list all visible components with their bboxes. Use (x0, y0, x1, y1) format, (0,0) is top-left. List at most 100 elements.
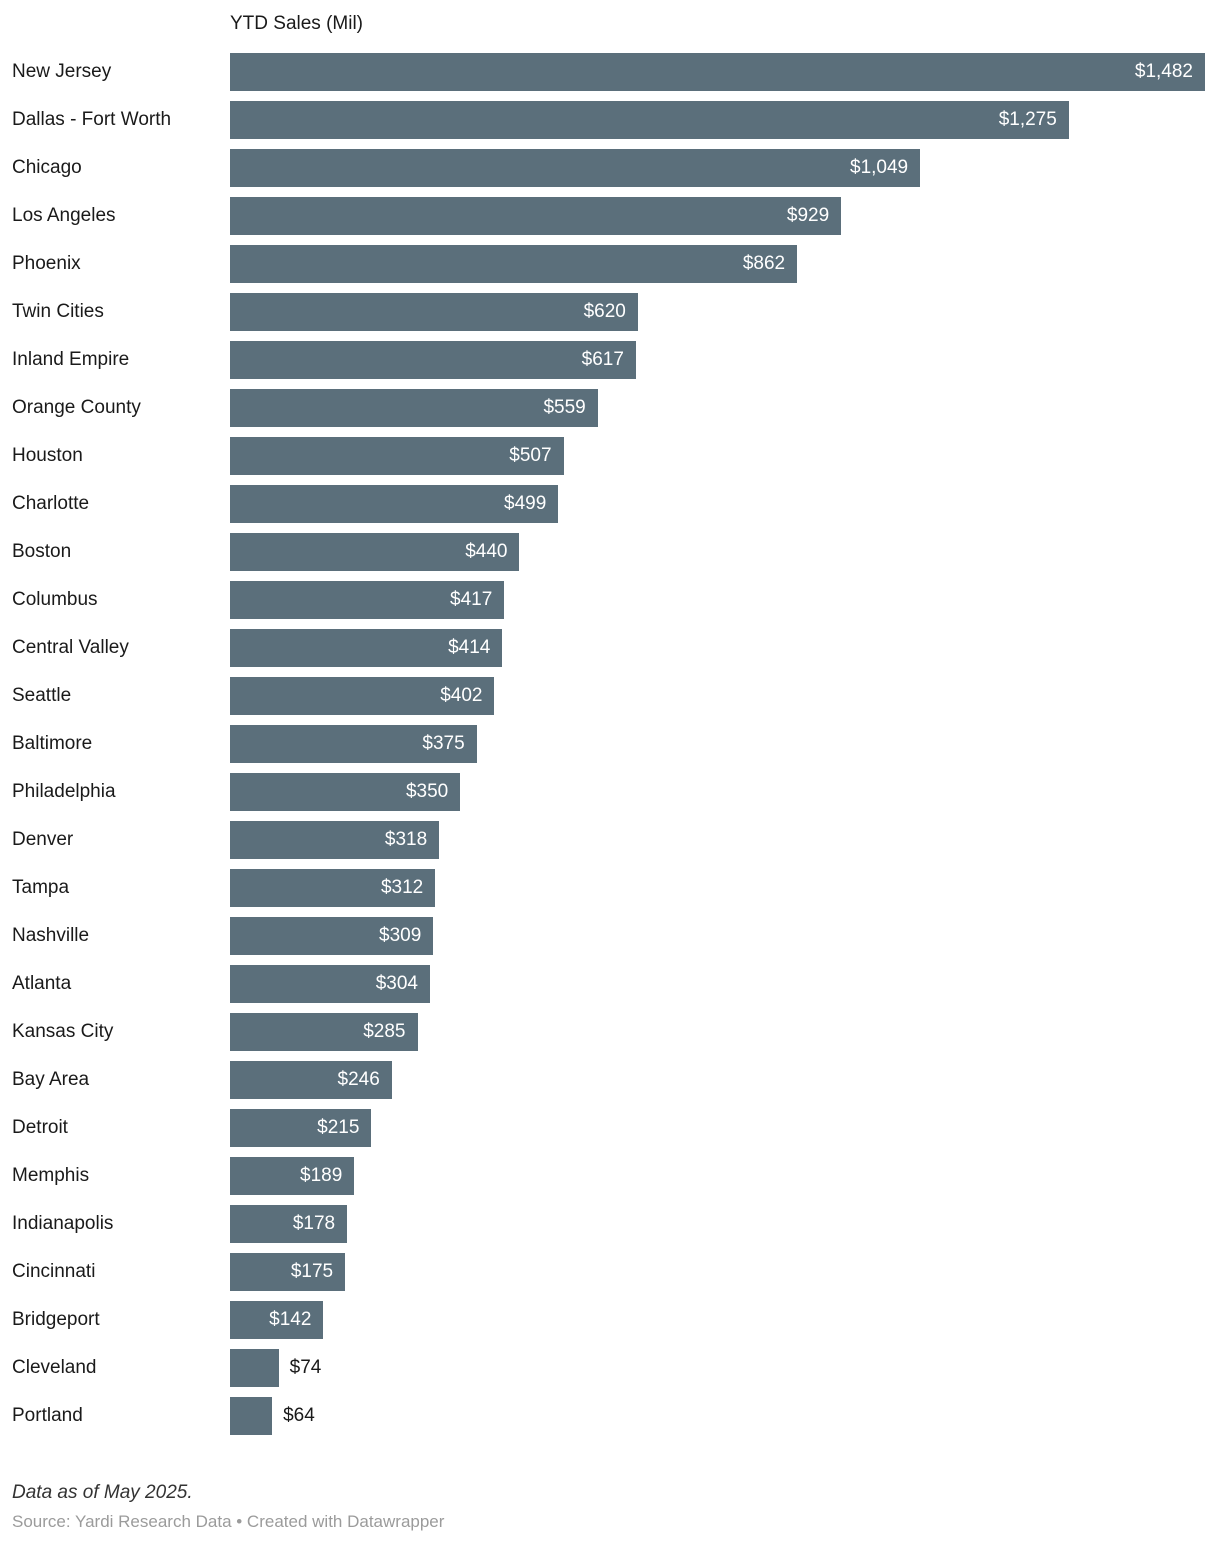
bar-track: $74 (230, 1349, 1205, 1387)
value-label: $318 (384, 829, 428, 850)
value-label: $178 (292, 1213, 336, 1234)
bar-track: $350 (230, 773, 1205, 811)
bar-track: $862 (230, 245, 1205, 283)
category-label: Detroit (12, 1117, 68, 1138)
value-label: $499 (504, 493, 547, 514)
bar-track: $929 (230, 197, 1205, 235)
bar: $862 (230, 245, 798, 283)
category-label: Charlotte (12, 493, 90, 514)
category-label: Inland Empire (12, 349, 130, 370)
bar-track: $402 (230, 677, 1205, 715)
bar: $1,049 (230, 149, 921, 187)
bar-row: Atlanta $304 (12, 960, 1205, 1008)
bar-track: $142 (230, 1301, 1205, 1339)
bar-track: $215 (230, 1109, 1205, 1147)
bar-row: Los Angeles $929 (12, 192, 1205, 240)
bar-track: $1,049 (230, 149, 1205, 187)
category-label: Indianapolis (12, 1213, 114, 1234)
bar: $402 (230, 677, 495, 715)
category-label: Seattle (12, 685, 72, 706)
category-label: Atlanta (12, 973, 72, 994)
value-label: $375 (422, 733, 465, 754)
category-label: Nashville (12, 925, 90, 946)
chart-footer: Data as of May 2025. Source: Yardi Resea… (12, 1482, 1205, 1532)
bar-track: $304 (230, 965, 1205, 1003)
bar: $414 (230, 629, 503, 667)
bar-row: New Jersey $1,482 (12, 48, 1205, 96)
bar-row: Philadelphia $350 (12, 768, 1205, 816)
bar: $620 (230, 293, 638, 331)
bar-row: Bridgeport $142 (12, 1296, 1205, 1344)
bar: $350 (230, 773, 461, 811)
bar: $312 (230, 869, 436, 907)
value-label: $309 (379, 925, 422, 946)
bar: $178 (230, 1205, 348, 1243)
bar: $1,482 (230, 53, 1205, 91)
category-label: Baltimore (12, 733, 93, 754)
value-label: $929 (786, 205, 830, 226)
category-label: Portland (12, 1405, 83, 1426)
value-label: $507 (509, 445, 552, 466)
category-label: Central Valley (12, 637, 129, 658)
bar-track: $559 (230, 389, 1205, 427)
value-label: $215 (317, 1117, 360, 1138)
category-label: Memphis (12, 1165, 90, 1186)
category-label: Orange County (12, 397, 141, 418)
bar-chart: New Jersey $1,482 Dallas - Fort Worth $1,27… (12, 48, 1205, 1440)
value-label: $246 (337, 1069, 380, 1090)
source-attribution: Source: Yardi Research Data • Created wi… (12, 1512, 445, 1531)
bar: $189 (230, 1157, 355, 1195)
category-label: Chicago (12, 157, 82, 178)
chart-title: YTD Sales (Mil) (230, 13, 364, 34)
bar-row: Detroit $215 (12, 1104, 1205, 1152)
bar-track: $507 (230, 437, 1205, 475)
bar: $1,275 (230, 101, 1069, 139)
bar-row: Seattle $402 (12, 672, 1205, 720)
category-label: Cincinnati (12, 1261, 96, 1282)
value-label: $285 (363, 1021, 406, 1042)
bar-track: $440 (230, 533, 1205, 571)
value-label: $414 (448, 637, 491, 658)
value-label: $1,482 (1134, 61, 1193, 82)
bar: $929 (230, 197, 842, 235)
bar-row: Houston $507 (12, 432, 1205, 480)
bar-row: Inland Empire $617 (12, 336, 1205, 384)
bar (230, 1349, 279, 1387)
category-label: Columbus (12, 589, 98, 610)
bar-track: $178 (230, 1205, 1205, 1243)
category-label: Phoenix (12, 253, 81, 274)
bar-row: Baltimore $375 (12, 720, 1205, 768)
value-label: $64 (283, 1405, 315, 1426)
bar-row: Columbus $417 (12, 576, 1205, 624)
bar: $417 (230, 581, 505, 619)
bar-track: $175 (230, 1253, 1205, 1291)
bar-track: $1,275 (230, 101, 1205, 139)
bar: $309 (230, 917, 434, 955)
bar-row: Charlotte $499 (12, 480, 1205, 528)
value-label: $312 (380, 877, 424, 898)
bar-row: Portland $64 (12, 1392, 1205, 1440)
bar-track: $285 (230, 1013, 1205, 1051)
bar-track: $499 (230, 485, 1205, 523)
bar: $375 (230, 725, 477, 763)
value-label: $1,275 (998, 109, 1057, 130)
bar-row: Memphis $189 (12, 1152, 1205, 1200)
category-label: Dallas - Fort Worth (12, 109, 172, 130)
value-label: $189 (300, 1165, 343, 1186)
value-label: $1,049 (850, 157, 909, 178)
value-label: $620 (583, 301, 626, 322)
bar-track: $312 (230, 869, 1205, 907)
bar-row: Denver $318 (12, 816, 1205, 864)
bar: $559 (230, 389, 598, 427)
bar-track: $620 (230, 293, 1205, 331)
bar-track: $189 (230, 1157, 1205, 1195)
bar-row: Cleveland $74 (12, 1344, 1205, 1392)
bar-track: $617 (230, 341, 1205, 379)
bar-row: Tampa $312 (12, 864, 1205, 912)
bar: $617 (230, 341, 636, 379)
bar-row: Boston $440 (12, 528, 1205, 576)
category-label: Houston (12, 445, 83, 466)
bar: $318 (230, 821, 440, 859)
bar-track: $375 (230, 725, 1205, 763)
